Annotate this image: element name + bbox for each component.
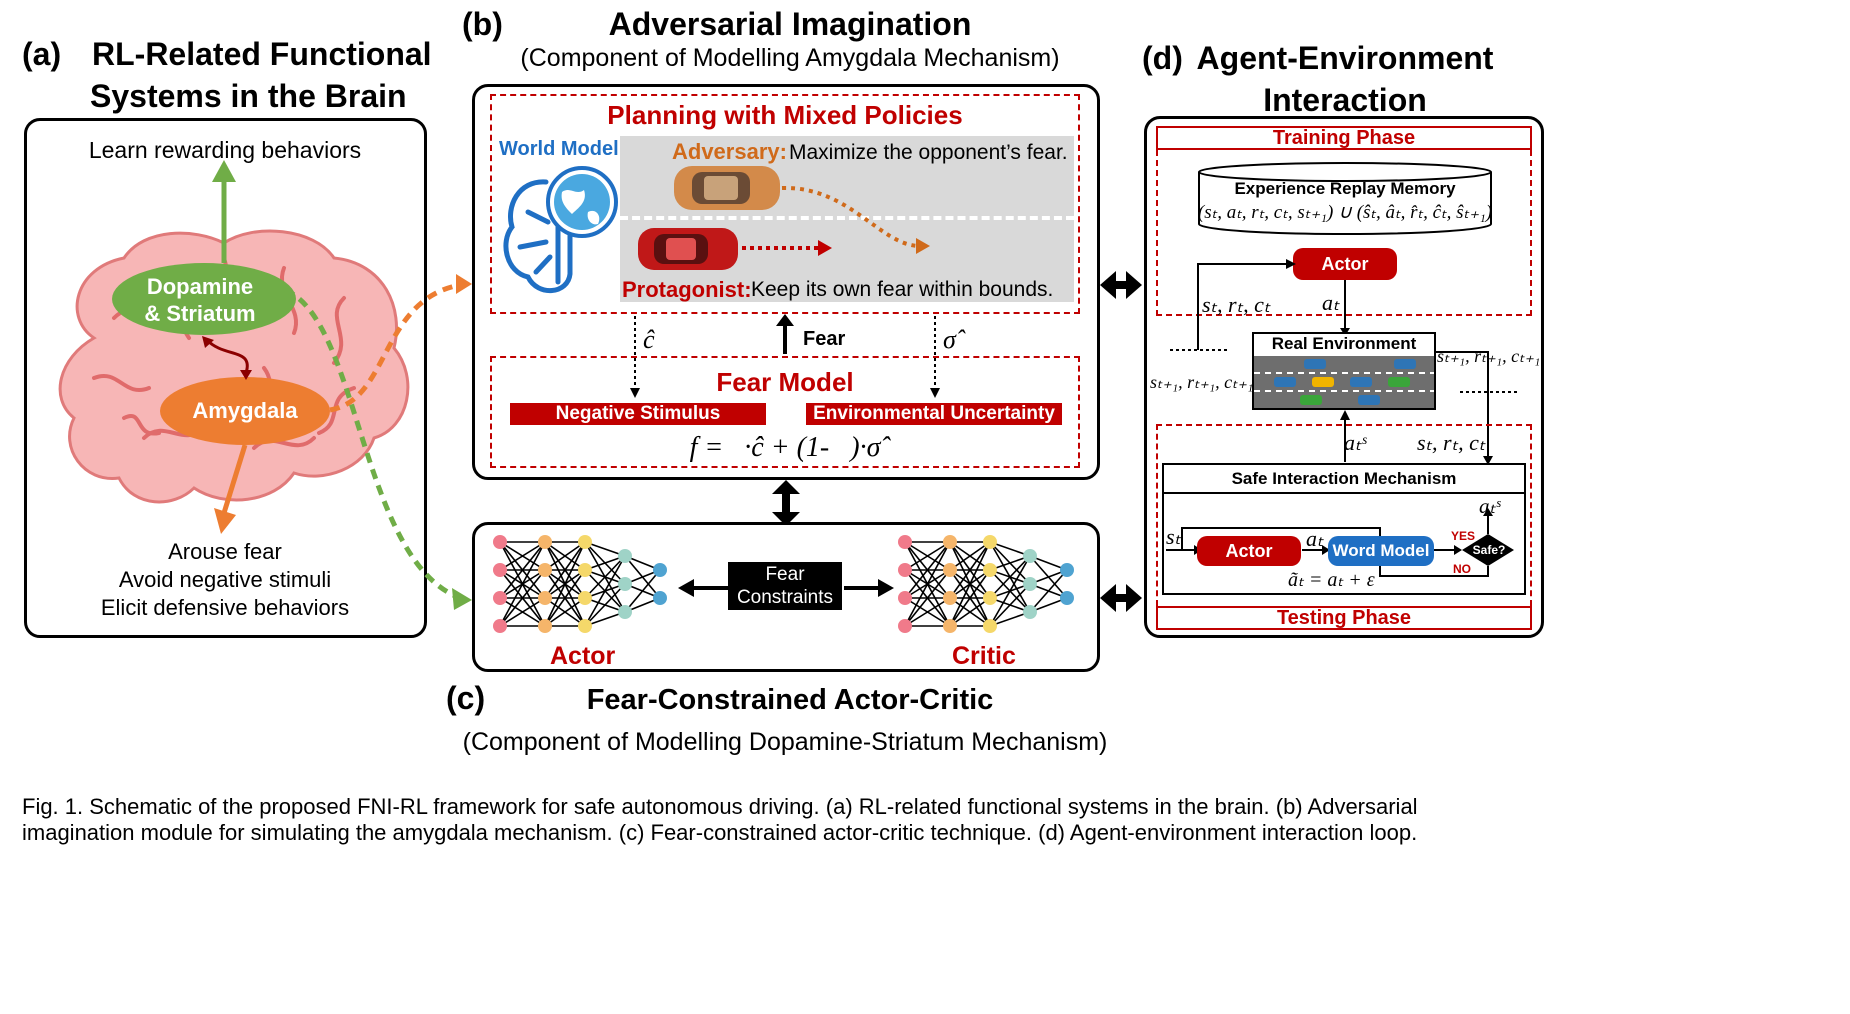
replay-memory-label: Experience Replay Memory [1234,179,1456,198]
training-phase-frame [1156,126,1532,150]
src-label-top: sₜ, rₜ, cₜ [1202,292,1271,317]
road-cars [638,166,930,270]
fear-label: Fear [803,328,846,350]
testing-phase-label: Testing Phase [1276,607,1412,629]
replay-memory-cylinder [1198,162,1492,235]
fear-model-box [490,356,1080,468]
a-label-top: aₜ [1322,290,1340,315]
fear-arrows [630,314,940,398]
protagonist-label: Protagonist: [622,277,752,302]
orange-arrow-head [214,508,236,534]
fear-constraints-box: Fear Constraints [728,562,842,610]
a-s-out-label: aₜˢ [1479,494,1501,518]
next-state-right: sₜ₊₁, rₜ₊₁, cₜ₊₁ [1437,346,1541,366]
real-env-label: Real Environment [1271,334,1417,353]
caption-line2: imagination module for simulating the am… [22,820,1418,845]
sigma-hat-label: σ̂ [943,325,956,354]
planning-title: Planning with Mixed Policies [607,100,963,130]
world-model-icon [503,166,618,294]
caption-line1: Fig. 1. Schematic of the proposed FNI-RL… [22,794,1418,819]
actor-top-box: Actor [1293,248,1397,280]
orange-arrow-line [221,444,248,514]
dopamine-line1: Dopamine [146,274,254,299]
panel-d-title-line1: Agent-Environment [1196,40,1494,76]
dopamine-label: Dopamine & Striatum [110,273,290,327]
elicit-defensive: Elicit defensive behaviors [100,595,350,620]
no-label: NO [1453,562,1471,576]
panel-a-title-line1: RL-Related Functional [92,36,432,72]
protagonist-car [638,228,738,270]
protagonist-text: Keep its own fear within bounds. [751,278,1054,301]
yes-label: YES [1451,529,1476,543]
learn-rewarding-text: Learn rewarding behaviors [88,137,362,163]
real-env-road [1254,356,1434,408]
fear-constraints-line1: Fear [765,564,805,585]
panel-c-subtitle: (Component of Modelling Dopamine-Striatu… [462,728,1108,756]
training-phase-label: Training Phase [1272,127,1416,149]
figure-caption: Fig. 1. Schematic of the proposed FNI-RL… [22,794,1832,846]
negative-stimulus-bar: Negative Stimulus [510,403,766,425]
b-c-double-arrow [772,480,800,526]
world-model-label: World Model [499,138,619,160]
panel-c-title: Fear-Constrained Actor-Critic [586,684,994,716]
s-t-label: sₜ [1166,524,1182,549]
road-lane-line [620,216,1074,220]
c-d-double-arrow [1100,584,1142,612]
fear-formula: f = ·ĉ + (1- )·σ̂ [689,432,881,463]
a-t-bottom-label: aₜ [1306,526,1324,551]
green-arrow-head [212,160,236,182]
panel-a-title-line2: Systems in the Brain [90,78,407,114]
testing-phase-frame [1156,606,1532,630]
adversary-label: Adversary: [672,139,787,164]
safe-mech-label: Safe Interaction Mechanism [1231,469,1457,488]
c-hat-label: ĉ [643,325,655,354]
actor-network [493,535,667,633]
b-d-double-arrow [1100,271,1142,299]
safe-mech-header-line [1162,492,1526,494]
testing-dash-box [1156,424,1532,606]
safe-question: Safe? [1472,543,1506,557]
amygdala-ellipse [160,377,330,445]
next-state-left: sₜ₊₁, rₜ₊₁, cₜ₊₁ [1150,372,1254,392]
brain-illustration [58,160,410,534]
arouse-text: Arouse fear Avoid negative stimuli Elici… [40,538,410,622]
replay-memory-formula: (sₜ, aₜ, rₜ, cₜ, sₜ₊₁) ∪ (ŝₜ, âₜ, r̂ₜ, ĉ… [1197,202,1493,223]
panel-b-subtitle: (Component of Modelling Amygdala Mechani… [520,44,1060,72]
critic-network [898,535,1074,633]
planning-box [490,94,1080,314]
critic-label: Critic [952,642,1016,670]
amygdala-label: Amygdala [192,398,298,423]
orange-dashed-arrow [329,282,461,413]
src-label-bottom: sₜ, rₜ, cₜ [1417,430,1486,455]
panel-d-title-line2: Interaction [1263,82,1427,118]
dopamine-line2: & Striatum [144,301,256,326]
fear-model-title: Fear Model [716,367,854,397]
avoid-negative: Avoid negative stimuli [118,567,332,592]
panel-b-label: (b) [462,6,503,42]
panel-a-label: (a) [22,36,62,72]
dopamine-ellipse [112,263,296,335]
adversary-path [781,185,921,248]
panel-c-label: (c) [446,680,486,716]
connection-arrow [205,338,249,374]
adversary-car [674,166,780,210]
actor-label: Actor [550,642,616,670]
panel-d-label: (d) [1142,40,1183,76]
green-dashed-arrow [284,287,461,601]
word-model-box: Word Model [1328,536,1434,566]
noise-label: ãₜ = aₜ + ε [1288,569,1375,591]
adversary-text: Maximize the opponent’s fear. [789,141,1068,164]
environmental-uncertainty-bar: Environmental Uncertainty [806,403,1062,425]
panel-b-title: Adversarial Imagination [608,6,972,42]
fear-constraints-line2: Constraints [736,587,834,608]
a-s-label: aₜˢ [1344,430,1367,455]
fear-constraints-arrows [678,579,894,597]
actor-bottom-box: Actor [1197,536,1301,566]
arouse-fear: Arouse fear [168,539,282,564]
